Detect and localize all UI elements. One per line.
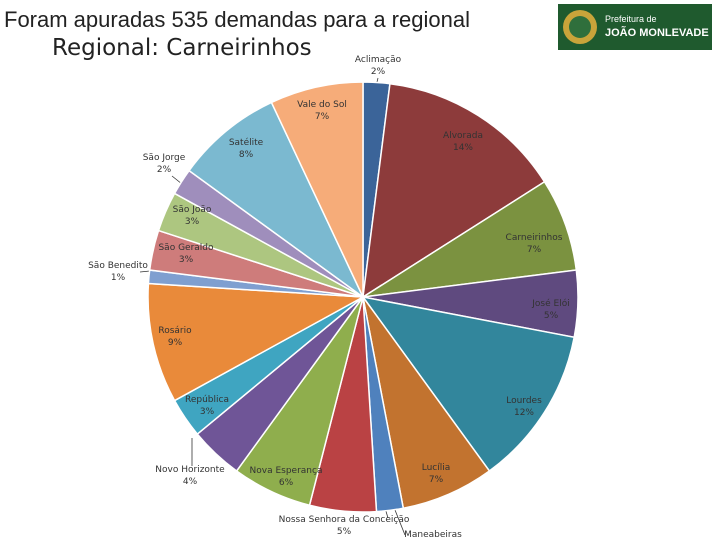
slice-label: São João [173,205,212,215]
slice-value-label: 7% [429,475,444,485]
leader-line [139,270,151,273]
slice-value-label: 9% [168,338,183,348]
slice-value-label: 3% [185,217,200,227]
pie-slice [147,282,366,402]
slice-value-label: 8% [239,150,254,160]
slice-label: Maneabeiras [404,530,462,540]
pie-slice [270,81,364,298]
slice-value-label: 1% [111,273,126,283]
slice-value-label: 12% [514,408,534,418]
slice-value-label: 7% [527,245,542,255]
slice-value-label: 5% [337,527,352,537]
slice-label: Nova Esperança [250,466,323,476]
slice-label: Rosário [158,326,192,336]
slice-label: Novo Horizonte [155,465,225,475]
slice-value-label: 2% [157,165,172,175]
slice-value-label: 6% [279,478,294,488]
slice-value-label: 14% [453,143,473,153]
slice-label: São Geraldo [158,243,214,253]
slice-label: República [185,395,229,405]
slice-label: Satélite [229,137,264,148]
logo: Prefeitura de JOÃO MONLEVADE [558,4,712,50]
slice-label: Alvorada [443,131,483,141]
slice-label: Nossa Senhora da Conceição [279,515,410,525]
logo-line2: JOÃO MONLEVADE [605,26,709,39]
slice-label: São Jorge [143,153,186,163]
pie-slice [188,101,364,298]
slice-label: Carneirinhos [506,233,563,243]
slice-value-label: 7% [315,112,330,122]
slice-label: José Elói [531,298,569,309]
leader-line [394,509,406,536]
slice-label: Lourdes [506,396,542,406]
pie-slice [362,82,546,299]
slice-value-label: 2% [371,67,386,77]
slice-label: Lucília [422,463,451,473]
slice-value-label: 3% [179,255,194,265]
logo-emblem-inner [569,16,591,38]
slice-label: Vale do Sol [297,100,347,110]
slice-value-label: 3% [200,407,215,417]
chart-title: Foram apuradas 535 demandas para a regio… [4,7,470,32]
slice-label: Aclimação [355,55,402,65]
slice-value-label: 5% [544,311,559,321]
pie-slice [361,295,576,472]
slice-value-label: 4% [183,477,198,487]
slice-label: São Benedito [88,261,148,271]
logo-line1: Prefeitura de [605,14,657,24]
chart-subtitle: Regional: Carneirinhos [52,35,312,61]
